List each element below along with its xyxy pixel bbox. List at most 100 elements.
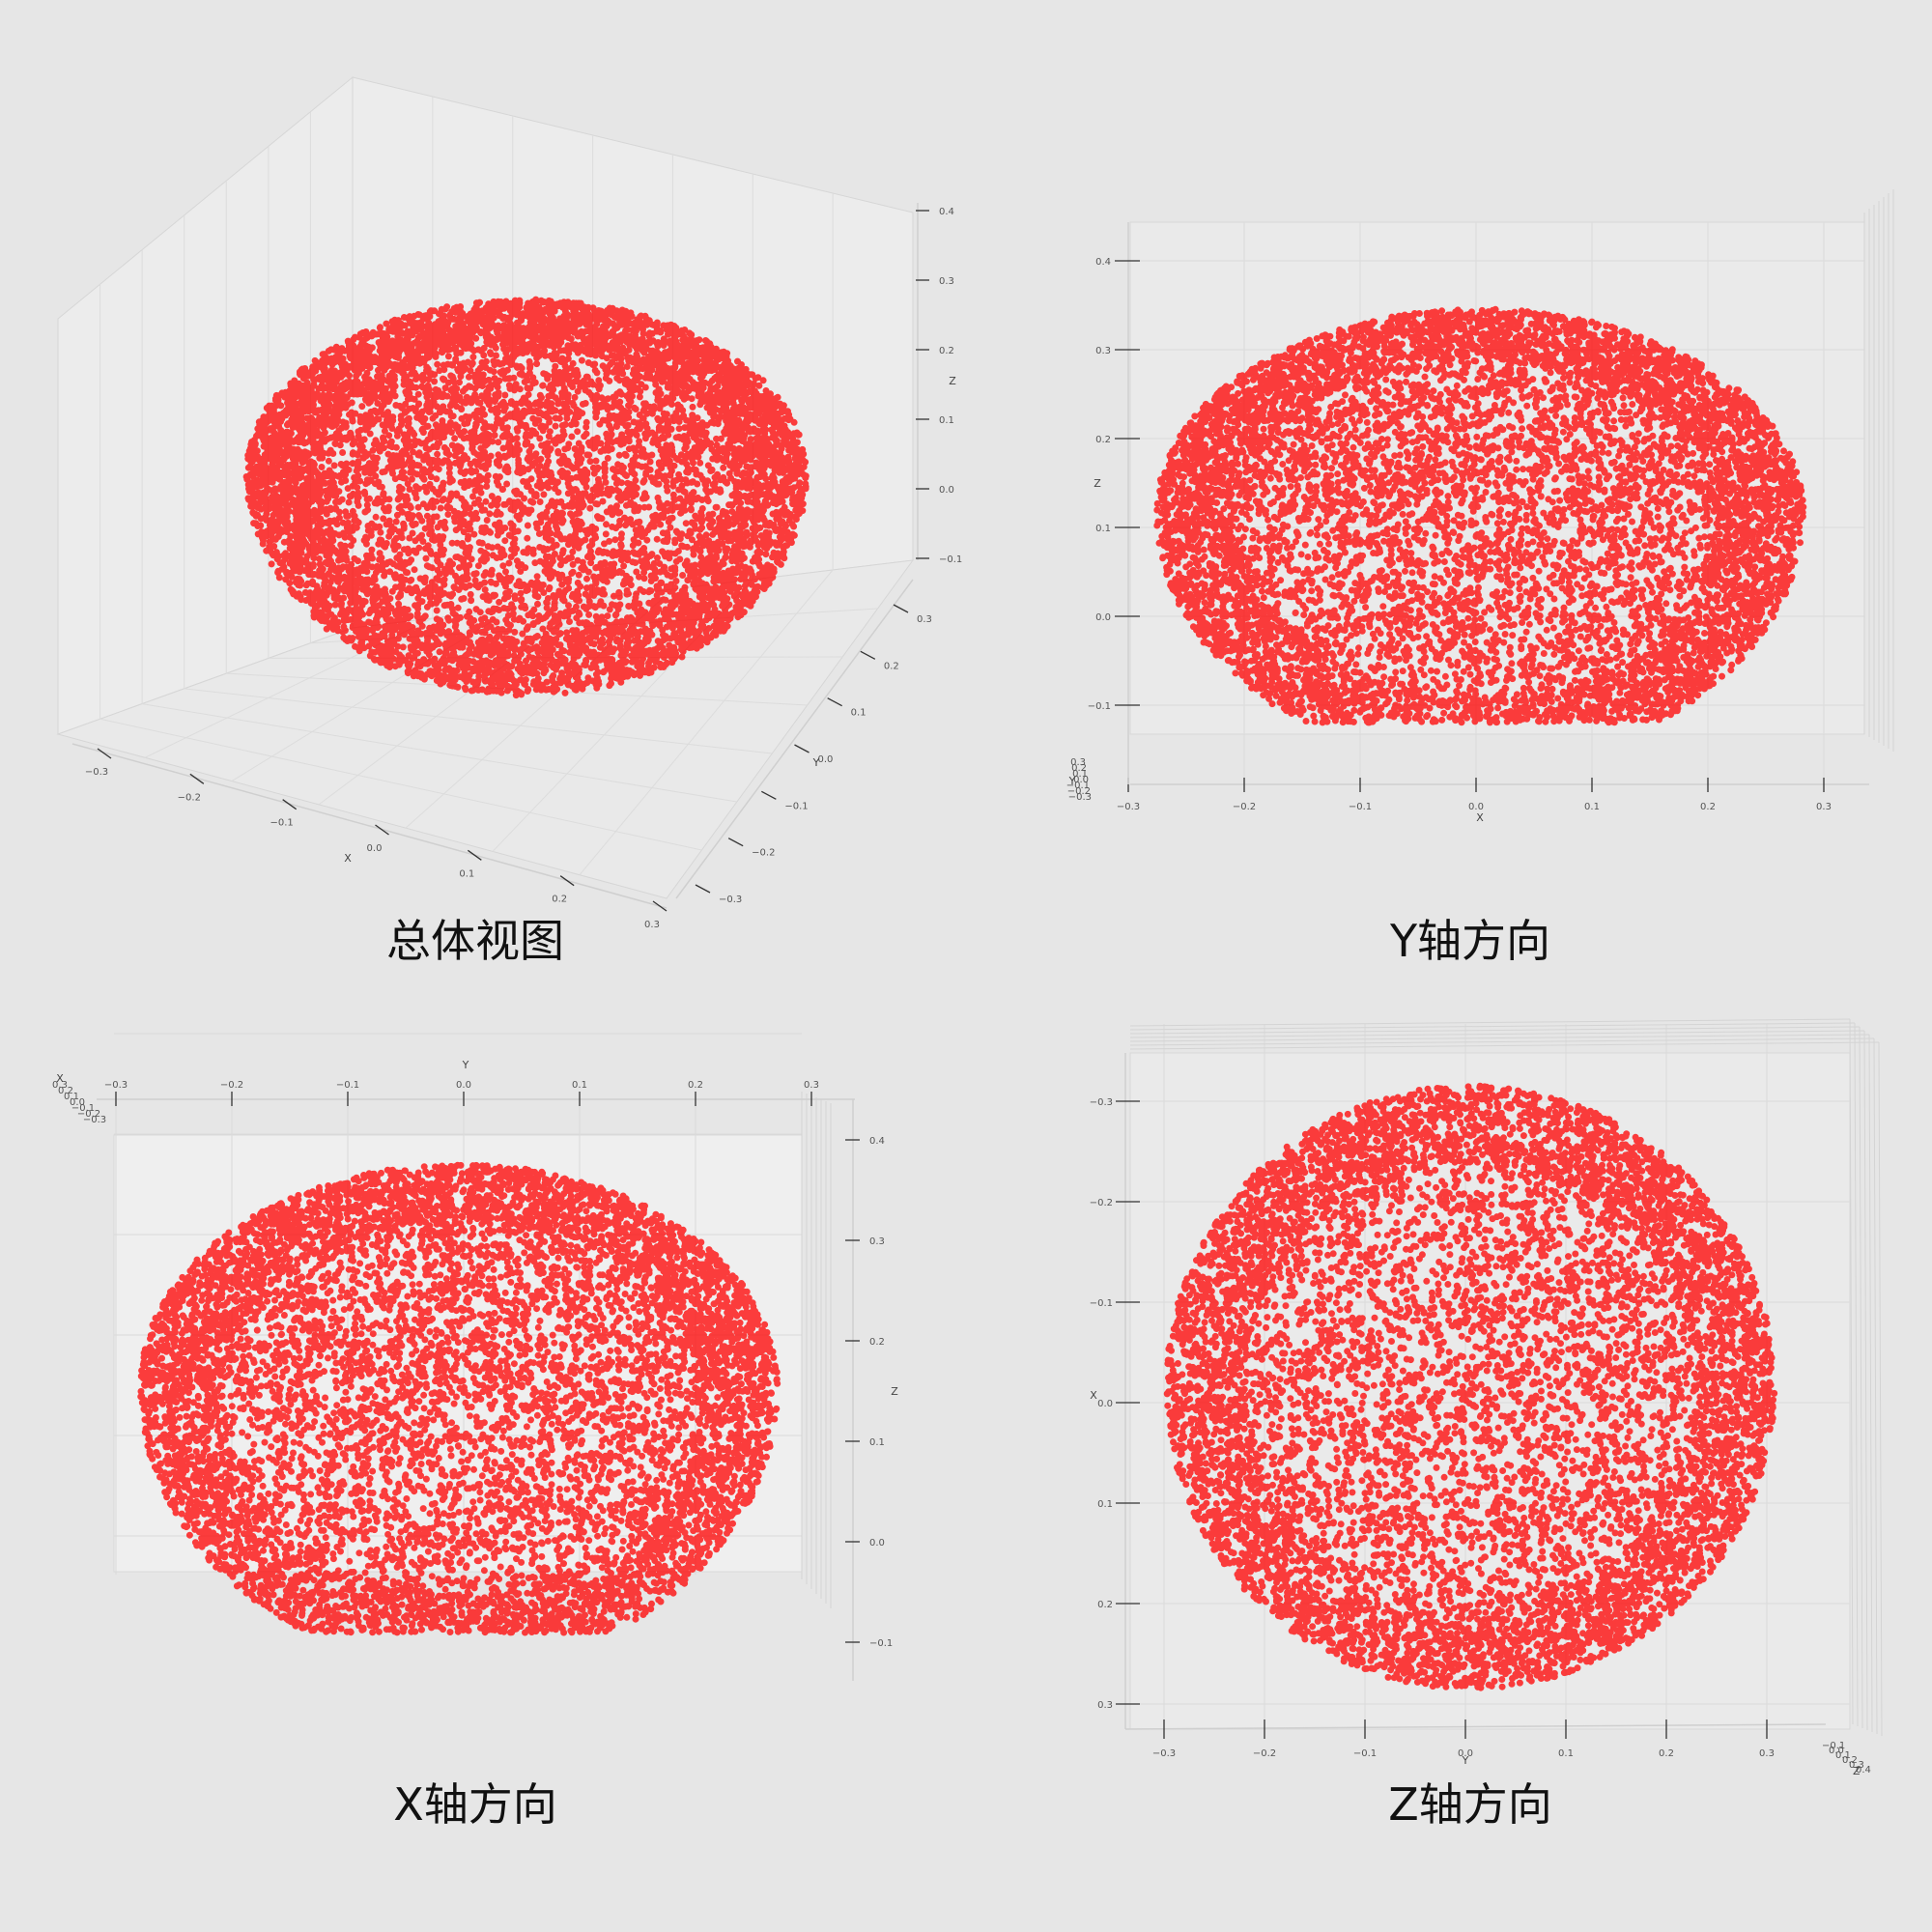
grid-line: [1129, 1022, 1856, 1031]
z-axis-label: Z: [1853, 1765, 1861, 1777]
x-tick-label: 0.0: [70, 1097, 85, 1108]
y-axis-label: Y: [1462, 1754, 1469, 1767]
x-tick-label: 0.1: [1584, 802, 1600, 812]
x-axis-label: X: [1476, 811, 1484, 824]
y-tick-label: 0.0: [456, 1080, 471, 1091]
x-tick-label: 0.1: [459, 868, 474, 879]
x-tick-label: 0.0: [367, 843, 383, 854]
z-axis-label: Z: [891, 1385, 898, 1398]
x-tick-label: −0.2: [1233, 802, 1256, 812]
z-tick-label: 0.2: [869, 1337, 885, 1348]
x-tick-label: 0.2: [552, 895, 567, 905]
z-tick-label: 0.3: [1849, 1760, 1864, 1771]
x-tick-label: 0.0: [1097, 1399, 1113, 1409]
x-tick-label: 0.3: [644, 920, 660, 930]
y-tick-mark: [727, 838, 744, 847]
x-tick-label: −0.3: [1090, 1097, 1113, 1108]
y-tick-label: −0.1: [1066, 781, 1090, 791]
z-tick-label: 0.4: [1095, 257, 1111, 268]
grid-line: [1859, 1026, 1863, 1729]
z-tick-label: 0.1: [869, 1437, 885, 1448]
z-axis-label: Z: [1094, 477, 1101, 490]
x-tick-label: −0.3: [85, 767, 108, 778]
grid-line: [1129, 1018, 1851, 1027]
grid-line: [1878, 1041, 1883, 1737]
z-tick-label: 0.1: [939, 415, 954, 426]
y-tick-label: −0.3: [1152, 1748, 1176, 1759]
y-tick-label: −0.1: [784, 801, 808, 811]
y-axis-label: Y: [1068, 775, 1076, 787]
y-tick-label: −0.3: [104, 1080, 128, 1091]
grid-line: [1129, 1034, 1870, 1042]
y-tick-label: −0.2: [220, 1080, 243, 1091]
scatter-points: [242, 296, 810, 699]
y-axis-line: [1124, 1723, 1827, 1730]
x-tick-label: 0.3: [1097, 1700, 1113, 1711]
scatter-points: [1153, 305, 1807, 726]
y-tick-label: 0.1: [851, 708, 867, 719]
x-tick-mark: [282, 799, 298, 810]
scatter-points: [1163, 1082, 1778, 1691]
z-tick-label: 0.4: [869, 1136, 885, 1147]
x-tick-label: 0.1: [64, 1092, 79, 1102]
y-tick-label: 0.0: [818, 754, 834, 765]
y-axis-label: Y: [462, 1059, 469, 1071]
y-tick-label: 0.1: [572, 1080, 587, 1091]
z-tick-label: 0.2: [1095, 435, 1111, 445]
scatter-points: [242, 296, 810, 699]
panel-z-direction: −0.3 −0.2 −0.1 0.0 0.1 0.2 0.3Y−0.3−0.2−0.10.0…: [1090, 1018, 1883, 1777]
grid-line: [1873, 1037, 1878, 1735]
scatter-points: [1163, 1082, 1778, 1691]
z-tick-label: −0.1: [1088, 701, 1111, 712]
x-tick-mark: [97, 748, 112, 759]
y-tick-mark: [695, 884, 711, 894]
y-tick-label: 0.3: [1759, 1748, 1775, 1759]
x-tick-mark: [375, 824, 389, 836]
z-tick-label: 0.1: [1835, 1750, 1851, 1761]
z-tick-label: 0.3: [1095, 346, 1111, 356]
x-tick-mark: [652, 900, 668, 912]
z-tick-label: 0.1: [1095, 524, 1111, 534]
x-tick-mark: [467, 849, 482, 861]
grid-line: [579, 569, 834, 876]
grid-line: [1854, 1022, 1859, 1727]
panel-y-direction: −0.3 −0.2 −0.1 0.0 0.1 0.2 0.3X−0.10.00.10.20.…: [1066, 189, 1894, 824]
grid-line: [1129, 1037, 1875, 1046]
grid-line: [1129, 1041, 1880, 1050]
x-tick-label: −0.2: [1090, 1198, 1113, 1208]
caption-x-direction: X轴方向: [393, 1778, 557, 1831]
grid-line: [184, 688, 773, 754]
x-axis-label: X: [56, 1072, 64, 1085]
grid-line: [268, 656, 843, 659]
x-tick-label: −0.3: [83, 1115, 106, 1125]
x-tick-label: −0.1: [270, 818, 294, 829]
y-axis-label: Y: [812, 756, 820, 769]
z-tick-label: 0.2: [939, 346, 954, 356]
caption-z-direction: Z轴方向: [1388, 1778, 1552, 1831]
y-tick-label: −0.2: [1253, 1748, 1276, 1759]
y-tick-label: −0.1: [1353, 1748, 1377, 1759]
x-tick-label: −0.1: [1090, 1298, 1113, 1309]
z-tick-label: 0.4: [939, 207, 954, 217]
y-tick-label: 0.1: [1072, 769, 1088, 780]
caption-overall-view: 总体视图: [386, 915, 564, 967]
y-tick-mark: [860, 650, 876, 660]
y-tick-label: 0.2: [884, 661, 899, 671]
y-tick-label: 0.3: [917, 614, 932, 625]
axes: −0.3 −0.2 −0.1 0.0 0.1 0.2 0.3Y−0.3−0.2−0.10.0…: [1090, 1053, 1871, 1777]
y-tick-mark: [794, 744, 810, 753]
z-tick-label: 0.4: [1856, 1765, 1871, 1776]
axes: −0.3 −0.2 −0.1 0.0 0.1 0.2 0.3Y−0.10.00.10.20.…: [52, 1059, 898, 1681]
y-tick-label: 0.2: [1659, 1748, 1674, 1759]
panel-x-direction: −0.3 −0.2 −0.1 0.0 0.1 0.2 0.3Y−0.10.00.10.20.…: [52, 1033, 898, 1681]
z-tick-label: −0.1: [1822, 1741, 1845, 1751]
scatter-points: [1153, 305, 1807, 726]
x-tick-label: 0.3: [52, 1080, 68, 1091]
axes: −0.3 −0.2 −0.1 0.0 0.1 0.2 0.3X−0.10.00.10.20.…: [1066, 222, 1869, 824]
scatter-points: [137, 1161, 781, 1636]
z-axis-label: Z: [949, 375, 956, 387]
z-tick-label: 0.3: [939, 276, 954, 287]
z-tick-label: 0.2: [1842, 1755, 1858, 1766]
x-tick-label: 0.2: [58, 1086, 73, 1096]
